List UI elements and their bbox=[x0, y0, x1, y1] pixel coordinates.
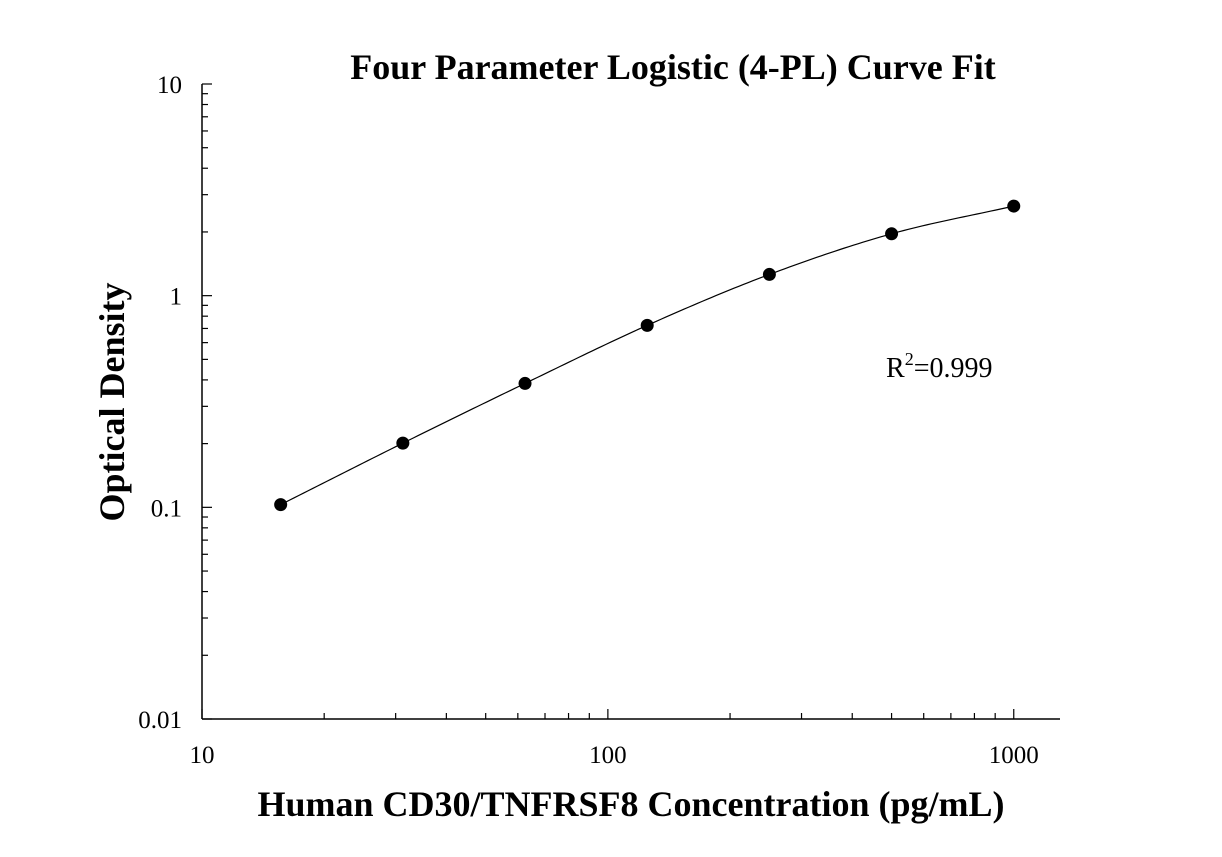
x-tick-label: 10 bbox=[190, 742, 215, 769]
ticks bbox=[201, 83, 1015, 720]
x-tick-label: 1000 bbox=[989, 742, 1039, 769]
chart-title: Four Parameter Logistic (4-PL) Curve Fit bbox=[350, 47, 996, 87]
y-tick-label: 0.1 bbox=[151, 495, 182, 522]
r-squared-annotation: R2=0.999 bbox=[886, 349, 992, 384]
data-point bbox=[518, 376, 532, 390]
data-point bbox=[396, 436, 410, 450]
r-squared-base: R bbox=[886, 353, 905, 384]
data-point bbox=[274, 498, 288, 512]
data-point bbox=[762, 267, 776, 281]
y-axis-label: Optical Density bbox=[92, 283, 132, 522]
y-tick-label: 10 bbox=[157, 72, 182, 99]
data-point bbox=[1007, 199, 1021, 213]
data-point bbox=[640, 318, 654, 332]
y-tick-label: 0.01 bbox=[138, 707, 182, 734]
axes bbox=[201, 84, 1060, 720]
r-squared-value: =0.999 bbox=[914, 353, 993, 384]
x-axis-label: Human CD30/TNFRSF8 Concentration (pg/mL) bbox=[257, 784, 1004, 824]
x-tick-label: 100 bbox=[589, 742, 627, 769]
tick-labels: 10 100 1000 0.01 0.1 1 10 bbox=[138, 72, 1039, 769]
data-points bbox=[274, 199, 1021, 512]
r-squared-superscript: 2 bbox=[905, 349, 914, 369]
data-point bbox=[885, 227, 899, 241]
y-tick-label: 1 bbox=[170, 284, 183, 311]
